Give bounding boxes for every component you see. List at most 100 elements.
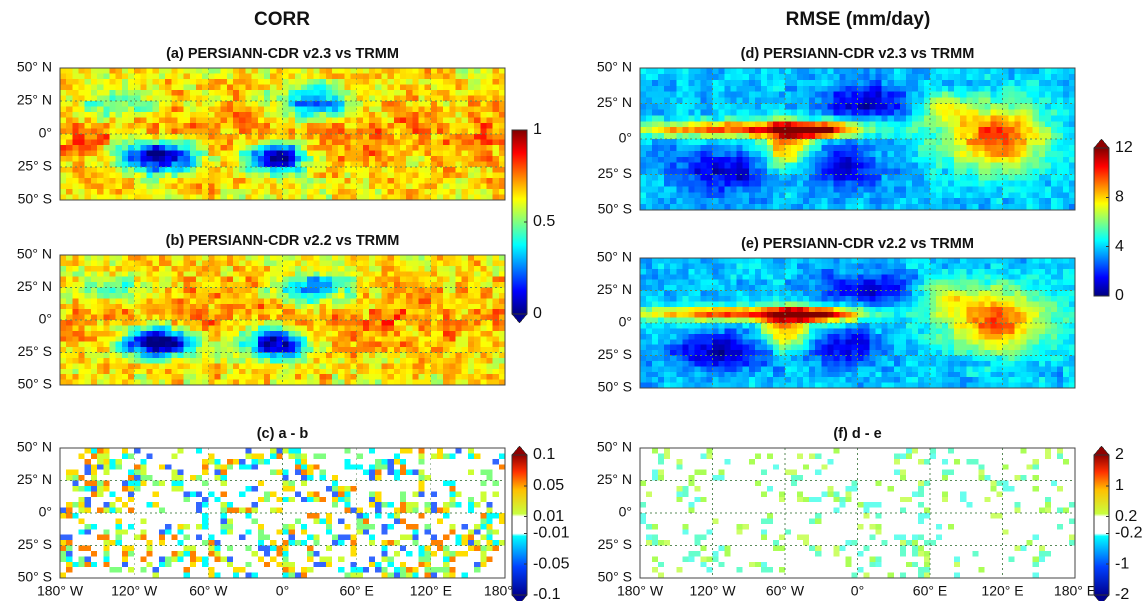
map-cell: [357, 491, 364, 497]
map-cell: [381, 101, 388, 107]
map-cell: [412, 79, 419, 85]
map-cell: [425, 134, 432, 140]
map-cell: [486, 331, 493, 337]
map-cell: [140, 358, 147, 364]
map-cell: [320, 266, 327, 272]
map-cell: [134, 363, 141, 369]
map-cell: [406, 260, 413, 266]
map-cell: [91, 85, 98, 91]
map-cell: [338, 325, 345, 331]
map-cell: [332, 184, 339, 190]
map-cell: [313, 145, 320, 151]
map-cell: [344, 325, 351, 331]
map-cell: [474, 74, 481, 80]
map-cell: [375, 260, 382, 266]
map-cell: [289, 96, 296, 102]
map-cell: [258, 293, 265, 299]
map-cell: [221, 79, 228, 85]
map-cell: [375, 562, 382, 568]
map-cell: [134, 453, 141, 459]
map-cell: [239, 293, 246, 299]
map-cell: [233, 491, 240, 497]
map-cell: [320, 90, 327, 96]
map-cell: [449, 123, 456, 129]
map-cell: [109, 453, 116, 459]
map-cell: [462, 369, 469, 375]
map-cell: [301, 497, 308, 503]
map-cell: [326, 140, 333, 146]
map-cell: [295, 535, 302, 541]
map-cell: [239, 184, 246, 190]
map-cell: [493, 374, 500, 380]
map-cell: [122, 502, 129, 508]
map-cell: [406, 107, 413, 113]
map-cell: [363, 320, 370, 326]
map-cell: [134, 556, 141, 562]
map-cell: [190, 79, 197, 85]
map-cell: [245, 448, 252, 454]
map-cell: [128, 85, 135, 91]
map-cell: [313, 255, 320, 261]
map-cell: [493, 151, 500, 157]
map-cell: [252, 524, 259, 530]
map-cell: [147, 459, 154, 465]
map-cell: [258, 513, 265, 519]
map-cell: [190, 156, 197, 162]
map-cell: [326, 178, 333, 184]
map-cell: [202, 118, 209, 124]
map-cell: [326, 453, 333, 459]
map-cell: [369, 151, 376, 157]
map-cell: [208, 336, 215, 342]
map-cell: [177, 320, 184, 326]
map-cell: [406, 369, 413, 375]
map-cell: [79, 101, 86, 107]
map-cell: [493, 118, 500, 124]
map-cell: [91, 184, 98, 190]
map-cell: [153, 266, 160, 272]
map-cell: [252, 567, 259, 573]
map-cell: [350, 374, 357, 380]
map-cell: [363, 167, 370, 173]
map-cell: [252, 293, 259, 299]
map-cell: [252, 320, 259, 326]
map-cell: [486, 118, 493, 124]
map-cell: [332, 470, 339, 476]
map-cell: [320, 556, 327, 562]
map-cell: [313, 101, 320, 107]
map-cell: [400, 107, 407, 113]
map-cell: [270, 331, 277, 337]
map-cell: [462, 277, 469, 283]
map-cell: [344, 101, 351, 107]
map-cell: [431, 68, 438, 74]
map-cell: [418, 189, 425, 195]
map-cell: [486, 173, 493, 179]
map-cell: [79, 298, 86, 304]
map-cell: [128, 486, 135, 492]
map-cell: [122, 277, 129, 283]
map-cell: [97, 68, 104, 74]
map-cell: [208, 145, 215, 151]
map-cell: [418, 156, 425, 162]
map-cell: [66, 513, 73, 519]
map-cell: [425, 167, 432, 173]
map-cell: [122, 85, 129, 91]
map-cell: [301, 140, 308, 146]
map-cell: [412, 546, 419, 552]
map-cell: [499, 288, 506, 294]
map-cell: [215, 556, 222, 562]
map-cell: [165, 260, 172, 266]
map-cell: [357, 189, 364, 195]
map-cell: [134, 101, 141, 107]
map-cell: [468, 178, 475, 184]
map-cell: [202, 448, 209, 454]
map-cell: [350, 524, 357, 530]
map-cell: [456, 336, 463, 342]
map-cell: [264, 101, 271, 107]
map-cell: [375, 304, 382, 310]
map-cell: [140, 353, 147, 359]
map-cell: [190, 342, 197, 348]
map-cell: [493, 271, 500, 277]
map-cell: [97, 320, 104, 326]
map-cell: [431, 271, 438, 277]
map-cell: [332, 167, 339, 173]
